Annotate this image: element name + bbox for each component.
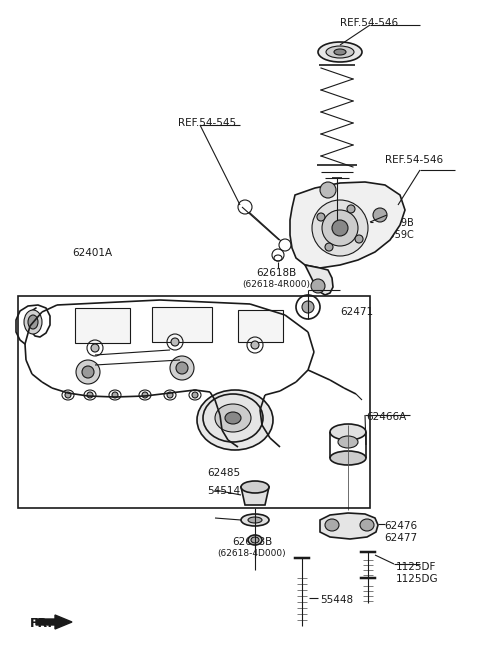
- Text: 1125DG: 1125DG: [396, 574, 439, 584]
- Ellipse shape: [330, 424, 366, 440]
- Ellipse shape: [322, 210, 358, 246]
- Ellipse shape: [223, 410, 247, 430]
- Polygon shape: [241, 487, 269, 505]
- Bar: [75, 308, 130, 343]
- Ellipse shape: [302, 301, 314, 313]
- Ellipse shape: [318, 42, 362, 62]
- Ellipse shape: [24, 310, 42, 334]
- Ellipse shape: [87, 392, 93, 398]
- Ellipse shape: [167, 392, 173, 398]
- Ellipse shape: [241, 481, 269, 493]
- Ellipse shape: [326, 46, 354, 58]
- Text: 62401A: 62401A: [72, 248, 112, 258]
- Ellipse shape: [112, 392, 118, 398]
- Text: 62477: 62477: [384, 533, 417, 543]
- Text: REF.54-546: REF.54-546: [385, 155, 443, 165]
- Text: 62466A: 62466A: [366, 412, 406, 422]
- Ellipse shape: [325, 519, 339, 531]
- Text: 1125DF: 1125DF: [396, 562, 436, 572]
- Polygon shape: [305, 265, 333, 295]
- Text: 54514: 54514: [207, 486, 240, 496]
- Polygon shape: [290, 182, 405, 268]
- Polygon shape: [36, 615, 72, 629]
- Text: 62485: 62485: [207, 468, 240, 478]
- Ellipse shape: [176, 362, 188, 374]
- Ellipse shape: [171, 338, 179, 346]
- Ellipse shape: [251, 341, 259, 349]
- Bar: [152, 307, 212, 342]
- Ellipse shape: [28, 315, 38, 329]
- Text: FR.: FR.: [30, 617, 53, 630]
- Ellipse shape: [91, 344, 99, 352]
- Ellipse shape: [197, 390, 273, 450]
- Ellipse shape: [192, 392, 198, 398]
- Text: 62618B: 62618B: [232, 537, 272, 547]
- Ellipse shape: [251, 537, 259, 543]
- Text: (62618-4R000): (62618-4R000): [242, 280, 310, 289]
- Ellipse shape: [334, 49, 346, 55]
- Ellipse shape: [330, 451, 366, 465]
- Ellipse shape: [203, 394, 263, 442]
- Ellipse shape: [225, 412, 241, 424]
- Ellipse shape: [332, 220, 348, 236]
- Ellipse shape: [317, 213, 325, 221]
- Text: 62471: 62471: [340, 307, 373, 317]
- Ellipse shape: [170, 356, 194, 380]
- Text: 54559C: 54559C: [376, 230, 414, 240]
- Ellipse shape: [338, 436, 358, 448]
- Ellipse shape: [142, 392, 148, 398]
- Ellipse shape: [355, 235, 363, 243]
- Ellipse shape: [248, 535, 262, 545]
- Text: 62618B: 62618B: [256, 268, 296, 278]
- Text: (62618-4D000): (62618-4D000): [218, 549, 286, 558]
- Ellipse shape: [360, 519, 374, 531]
- Ellipse shape: [210, 400, 260, 440]
- Ellipse shape: [320, 182, 336, 198]
- Ellipse shape: [241, 514, 269, 526]
- Ellipse shape: [373, 208, 387, 222]
- Ellipse shape: [325, 243, 333, 251]
- Ellipse shape: [347, 205, 355, 213]
- Text: 54559B: 54559B: [376, 218, 414, 228]
- Ellipse shape: [82, 366, 94, 378]
- Text: 55448: 55448: [320, 595, 353, 605]
- Ellipse shape: [248, 517, 262, 523]
- Ellipse shape: [312, 200, 368, 256]
- Bar: [18, 296, 370, 508]
- Ellipse shape: [215, 404, 251, 432]
- Text: REF.54-545: REF.54-545: [178, 118, 236, 128]
- Ellipse shape: [311, 279, 325, 293]
- Polygon shape: [320, 513, 378, 539]
- Bar: [238, 310, 283, 342]
- Ellipse shape: [76, 360, 100, 384]
- Text: REF.54-546: REF.54-546: [340, 18, 398, 28]
- Ellipse shape: [65, 392, 71, 398]
- Text: 62476: 62476: [384, 521, 417, 531]
